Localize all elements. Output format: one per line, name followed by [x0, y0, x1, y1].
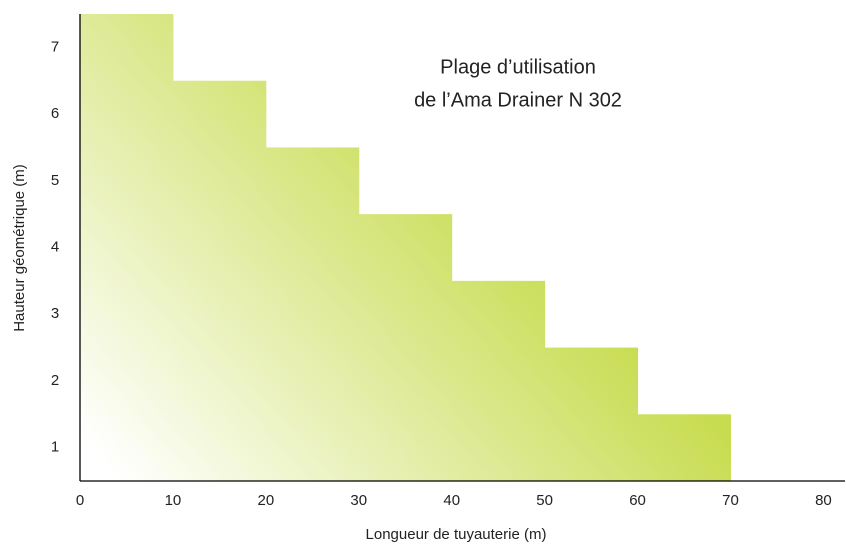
x-tick-label: 0	[76, 492, 84, 509]
step	[544, 347, 639, 481]
x-tick-label: 20	[258, 492, 275, 509]
x-tick-label: 40	[443, 492, 460, 509]
y-tick-label: 5	[51, 172, 59, 189]
y-tick-label: 4	[51, 238, 59, 255]
x-tick-label: 70	[722, 492, 739, 509]
x-axis-label: Longueur de tuyauterie (m)	[366, 526, 547, 543]
y-tick-label: 1	[51, 439, 59, 456]
chart-title: de l’Ama Drainer N 302	[414, 89, 622, 111]
y-tick-label: 3	[51, 305, 59, 322]
x-tick-label: 60	[629, 492, 646, 509]
step	[80, 14, 174, 481]
x-tick-label: 80	[815, 492, 832, 509]
y-axis-label: Hauteur géométrique (m)	[11, 164, 28, 332]
x-tick-label: 10	[165, 492, 182, 509]
step	[265, 147, 360, 481]
y-tick-label: 6	[51, 105, 59, 122]
y-tick-label: 2	[51, 372, 59, 389]
step	[172, 80, 267, 481]
x-tick-label: 50	[536, 492, 553, 509]
x-tick-label: 30	[350, 492, 367, 509]
step	[637, 414, 731, 481]
step	[451, 280, 546, 481]
chart-title: Plage d’utilisation	[440, 56, 596, 78]
step	[358, 214, 453, 481]
y-tick-label: 7	[51, 38, 59, 55]
